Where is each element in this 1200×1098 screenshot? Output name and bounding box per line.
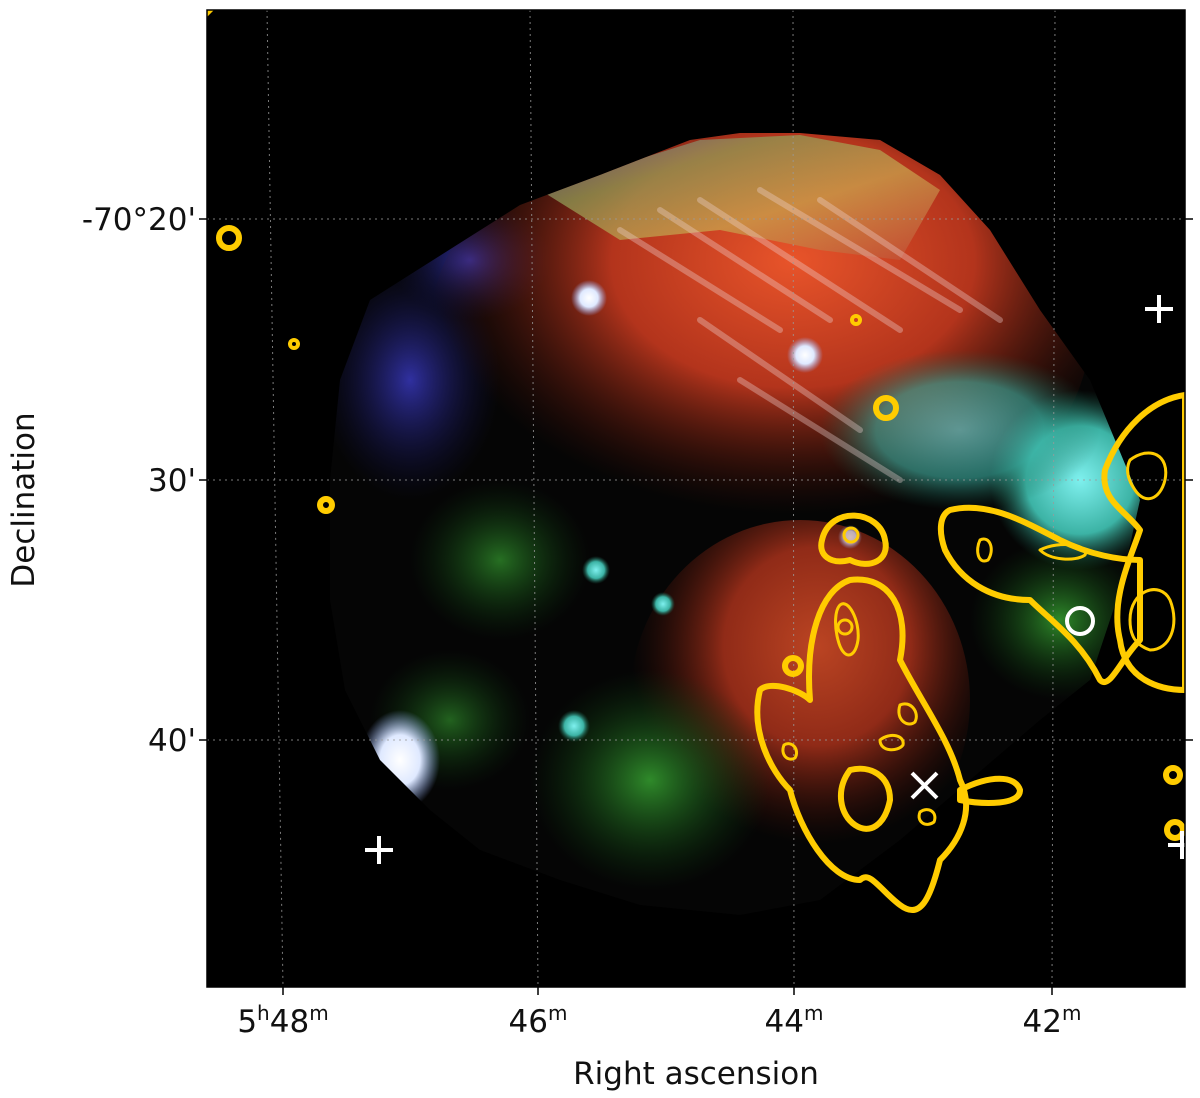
y-axis-title: Declination xyxy=(6,412,42,587)
tick-marks xyxy=(199,218,1193,995)
grid xyxy=(207,9,1185,988)
y-tick-label: 40' xyxy=(148,723,196,759)
plus-marker xyxy=(365,836,393,864)
plot-frame xyxy=(206,9,1186,988)
cross-marker xyxy=(910,771,939,800)
x-tick-label: 44m xyxy=(765,1001,824,1040)
plus-marker xyxy=(1145,295,1173,323)
x-tick-label: 42m xyxy=(1023,1001,1082,1040)
x-tick-labels: 5h48m 46m 44m 42m xyxy=(237,1001,1081,1040)
y-tick-label: -70°20' xyxy=(82,202,196,238)
x-tick-label: 5h48m xyxy=(237,1001,328,1040)
y-tick-label: 30' xyxy=(148,463,196,499)
x-axis-title: Right ascension xyxy=(573,1056,819,1092)
circle-marker xyxy=(1065,606,1095,636)
contour-overlay xyxy=(216,225,1185,913)
y-tick-labels: -70°20' 30' 40' xyxy=(82,202,196,759)
corner-mark xyxy=(207,10,214,17)
plus-marker xyxy=(1168,831,1185,859)
markers xyxy=(365,295,1185,864)
x-tick-label: 46m xyxy=(509,1001,568,1040)
